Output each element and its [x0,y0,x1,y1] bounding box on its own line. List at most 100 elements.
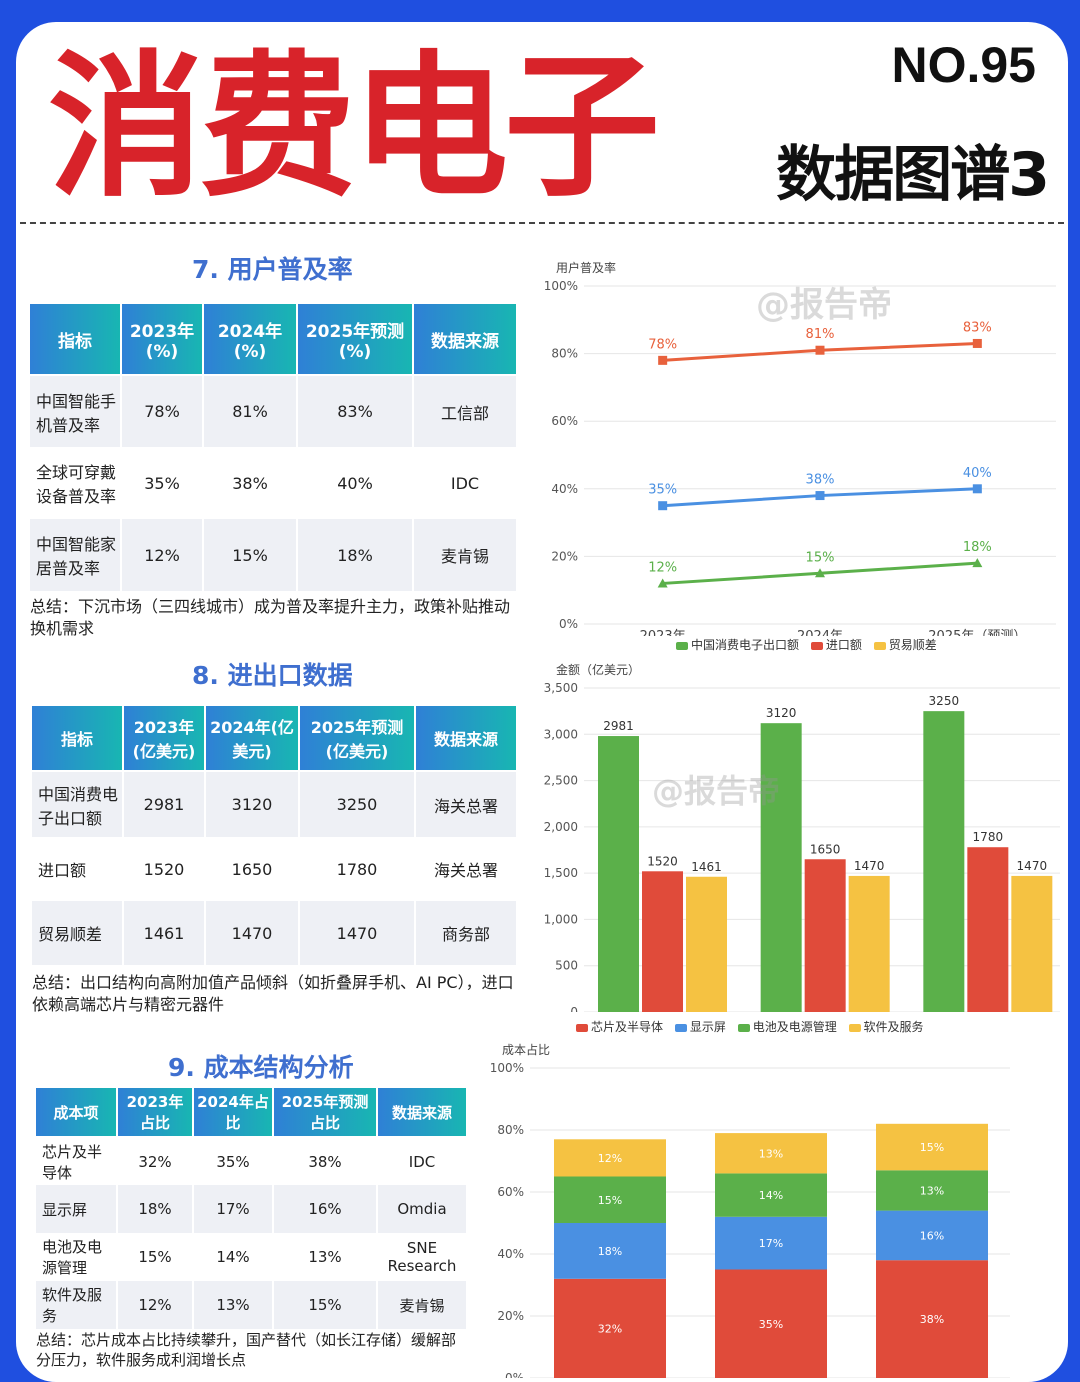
y-tick-label: 80% [497,1123,524,1137]
table-cell: 38% [272,1137,378,1185]
y-tick-label: 0 [570,1005,578,1012]
table-cell: 中国智能手机普及率 [28,375,122,447]
y-tick-label: 0% [505,1371,524,1378]
table-cell: 35% [120,447,204,519]
table-cell: 83% [296,375,414,447]
table-cell: 3120 [204,771,300,837]
trade-table: 指标 2023年(亿美元) 2024年(亿美元) 2025年预测(亿美元) 数据… [30,704,518,965]
table-cell: 3250 [298,771,416,837]
legend-label: 电池及电源管理 [752,1020,837,1034]
data-point [815,345,825,355]
data-label: 16% [920,1229,944,1242]
y-tick-label: 60% [497,1185,524,1199]
stacked-segment [554,1139,666,1177]
data-label: 18% [598,1245,622,1258]
legend-swatch [576,1023,588,1032]
bar [1011,875,1053,1012]
bar [923,711,965,1012]
data-label: 83% [963,320,992,335]
y-tick-label: 40% [551,482,578,496]
legend-swatch [873,641,886,650]
table-cell: 15% [116,1233,194,1281]
legend-swatch [737,1023,750,1032]
report-card: 消费电子 NO.95 数据图谱3 7. 用户普及率 指标 2023年(%) 20… [16,22,1068,1382]
y-axis-title: 用户普及率 [556,260,616,275]
section-summary: 总结：下沉市场（三四线城市）成为普及率提升主力，政策补贴推动换机需求 [30,597,511,638]
section-title-penetration: 7. 用户普及率 [192,255,353,284]
stacked-segment [715,1173,827,1217]
table-cell: 12% [120,519,204,591]
table-cell: SNE Research [376,1233,468,1281]
data-label: 18% [963,540,992,555]
stacked-segment [876,1260,988,1378]
y-tick-label: 1,000 [544,912,578,926]
data-label: 32% [598,1322,622,1335]
table-cell: 15% [202,519,298,591]
data-point [972,338,982,348]
table-cell: 中国消费电子出口额 [30,771,124,837]
y-tick-label: 2,500 [544,774,578,788]
table-cell: IDC [376,1137,468,1185]
data-label: 40% [963,466,992,481]
table-cell: 81% [202,375,298,447]
table-row: 贸易顺差 1461 1470 1470 商务部 [30,901,518,965]
watermark: @报告帝 [652,772,780,810]
y-tick-label: 1,500 [544,866,578,880]
table-row: 中国消费电子出口额 2981 3120 3250 海关总署 [30,771,518,837]
y-tick-label: 500 [555,959,578,973]
table-header-row: 指标 2023年(亿美元) 2024年(亿美元) 2025年预测(亿美元) 数据… [30,704,518,772]
table-cell: 海关总署 [414,837,518,901]
stacked-segment [554,1176,666,1223]
table-cell: 芯片及半导体 [34,1137,118,1185]
data-label: 15% [598,1194,622,1207]
cost-stacked-chart: 0%20%40%60%80%100%成本占比32%18%15%12%2023年3… [490,1042,1010,1378]
bar [848,875,890,1012]
table-cell: 1520 [122,837,206,901]
legend-swatch [674,1023,687,1032]
legend-label: 显示屏 [689,1020,726,1034]
section-title-cost: 9. 成本结构分析 [168,1053,354,1082]
stacked-segment [876,1210,988,1261]
table-header-cell: 2023年(%) [120,302,204,376]
table-cell: 1780 [298,837,416,901]
data-label: 1470 [1017,859,1048,873]
y-tick-label: 2,000 [544,820,578,834]
trade-bar-chart: 0 500 1,000 1,500 2,000 2,500 3,000 3,500 金额（亿美元… [544,662,1060,1012]
stacked-segment [876,1170,988,1211]
table-cell: 40% [296,447,414,519]
table-header-cell: 2024年(%) [202,302,298,376]
data-label: 13% [920,1184,944,1197]
table-header-cell: 2024年占比 [192,1086,274,1138]
table-cell: 工信部 [412,375,518,447]
stacked-segment [554,1223,666,1279]
table-cell: 35% [192,1137,274,1185]
data-label: 3120 [766,706,797,720]
table-cell: 中国智能家居普及率 [28,519,122,591]
table-header-row: 指标 2023年(%) 2024年(%) 2025年预测(%) 数据来源 [28,302,518,376]
data-label: 14% [759,1189,783,1202]
table-row: 中国智能家居普及率 12% 15% 18% 麦肯锡 [28,519,518,591]
section-summary: 总结：芯片成本占比持续攀升，国产替代（如长江存储）缓解部分压力，软件服务成利润增… [36,1331,457,1369]
data-label: 15% [920,1141,944,1154]
table-header-cell: 数据来源 [414,704,518,772]
legend-label: 芯片及半导体 [591,1020,664,1034]
table-cell: 1470 [204,901,300,965]
table-cell: 1650 [204,837,300,901]
bar [598,736,639,1012]
data-label: 13% [759,1147,783,1160]
bar [760,723,802,1012]
penetration-table: 指标 2023年(%) 2024年(%) 2025年预测(%) 数据来源 中国智… [28,302,518,591]
subtitle: 数据图谱3 [776,140,1050,210]
table-cell: 13% [192,1281,274,1329]
x-tick-label: 2025年（预测） [928,629,1026,636]
dashed-divider [20,222,1064,224]
table-cell: 78% [120,375,204,447]
data-label: 1520 [647,854,678,868]
table-cell: 32% [116,1137,194,1185]
table-header-cell: 2025年预测占比 [272,1086,378,1138]
table-row: 芯片及半导体 32% 35% 38% IDC [34,1137,468,1185]
stacked-segment [715,1133,827,1174]
data-label: 1780 [973,830,1004,844]
data-label: 12% [648,560,677,575]
data-point [972,484,982,494]
